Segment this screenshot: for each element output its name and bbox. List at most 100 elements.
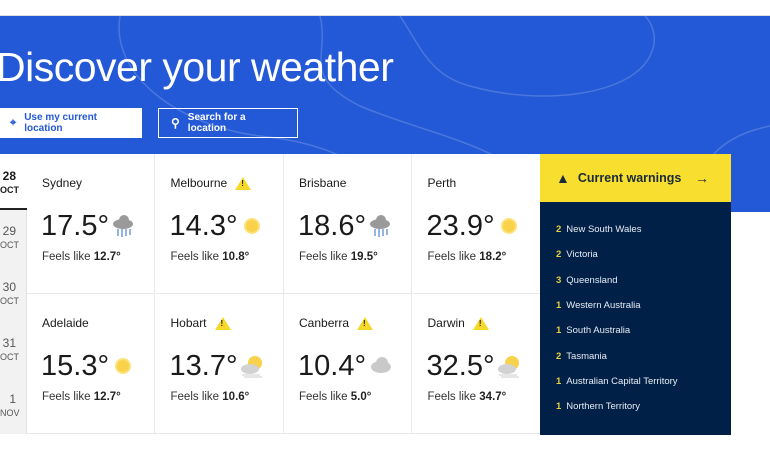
state-name: Western Australia — [566, 299, 641, 311]
city-card[interactable]: Canberra 10.4° Feels like 5.0° — [284, 294, 412, 434]
date-tab[interactable]: 30 OCT — [0, 280, 27, 306]
state-name: Tasmania — [566, 350, 607, 362]
sun-icon — [115, 358, 131, 374]
warning-count: 3 — [556, 274, 562, 286]
search-location-button[interactable]: ⚲ Search for a location — [158, 108, 298, 138]
date-selector: 28 OCT 29 OCT 30 OCT 31 OCT 1 NOV — [0, 154, 27, 434]
city-name: Melbourne — [170, 176, 228, 190]
date-day: 1 — [9, 392, 16, 406]
feels-like-value: 19.5° — [350, 251, 378, 263]
use-location-label: Use my current location — [24, 112, 98, 134]
warning-count: 1 — [556, 375, 562, 387]
city-name: Darwin — [427, 316, 465, 330]
search-icon: ⚲ — [171, 116, 180, 130]
warnings-title: Current warnings — [577, 171, 682, 185]
search-label: Search for a location — [187, 112, 246, 134]
warning-state-link[interactable]: 3 Queensland — [556, 275, 618, 286]
temperature: 32.5° — [426, 350, 495, 382]
city-card[interactable]: Adelaide 15.3° Feels like 12.7° — [27, 294, 155, 434]
temperature: 23.9° — [426, 210, 495, 242]
feels-like-value: 12.7° — [93, 251, 121, 263]
warning-icon: ▲ — [556, 170, 570, 186]
date-day: 31 — [2, 336, 16, 350]
warning-count: 2 — [556, 350, 562, 362]
city-name: Adelaide — [42, 316, 89, 330]
warning-state-link[interactable]: 1 South Australia — [556, 325, 630, 336]
temperature: 17.5° — [41, 210, 110, 242]
feels-like-label: Feels like — [299, 391, 348, 403]
sun-icon — [500, 218, 517, 234]
state-name: Victoria — [566, 249, 598, 261]
top-nav-bar — [0, 0, 770, 16]
arrow-right-icon: → — [695, 170, 709, 186]
city-name: Canberra — [299, 316, 350, 330]
warning-count: 2 — [556, 249, 562, 261]
date-tab[interactable]: 28 OCT — [0, 154, 27, 210]
feels-like-value: 12.7° — [93, 391, 121, 403]
city-weather-grid: Sydney 17.5° Feels like 12.7°Melbourne 1… — [27, 154, 541, 434]
warning-state-link[interactable]: 1 Australian Capital Territory — [556, 376, 678, 387]
warning-count: 1 — [556, 299, 562, 311]
feels-like-label: Feels like — [42, 251, 91, 263]
feels-like-value: 10.8° — [222, 251, 250, 263]
temperature: 10.4° — [298, 350, 367, 382]
city-name: Perth — [427, 176, 457, 190]
warning-state-link[interactable]: 2 Tasmania — [556, 351, 607, 362]
feels-like: Feels like 18.2° — [428, 251, 507, 263]
warning-icon — [357, 316, 374, 330]
rain-icon — [370, 215, 390, 237]
warning-icon — [214, 316, 231, 330]
rain-icon — [113, 215, 133, 237]
feels-like-label: Feels like — [427, 391, 477, 403]
city-name: Brisbane — [299, 176, 347, 190]
feels-like: Feels like 12.7° — [42, 391, 121, 403]
feels-like-label: Feels like — [170, 391, 220, 403]
feels-like: Feels like 10.8° — [171, 251, 250, 263]
warning-count: 1 — [556, 325, 562, 337]
warning-state-link[interactable]: 1 Northern Territory — [556, 401, 640, 412]
city-card[interactable]: Sydney 17.5° Feels like 12.7° — [27, 154, 155, 294]
date-day: 29 — [2, 224, 16, 238]
date-month: OCT — [0, 352, 19, 362]
partly-cloudy-icon — [497, 356, 519, 378]
feels-like-value: 34.7° — [479, 391, 507, 403]
city-card[interactable]: Darwin 32.5° Feels like 34.7° — [412, 294, 541, 434]
feels-like-value: 5.0° — [350, 391, 372, 403]
feels-like-label: Feels like — [299, 251, 348, 263]
temperature: 18.6° — [298, 210, 367, 242]
feels-like: Feels like 34.7° — [428, 391, 507, 403]
sun-icon — [243, 218, 260, 234]
feels-like: Feels like 10.6° — [171, 391, 250, 403]
partly-cloudy-icon — [240, 356, 262, 378]
city-card[interactable]: Brisbane 18.6° Feels like 19.5° — [284, 154, 412, 294]
page-title: Discover your weather — [0, 44, 394, 90]
temperature: 15.3° — [41, 350, 110, 382]
use-current-location-button[interactable]: ⌖ Use my current location — [0, 108, 142, 138]
city-name: Hobart — [170, 316, 207, 330]
feels-like: Feels like 12.7° — [42, 251, 121, 263]
date-day: 30 — [2, 280, 16, 294]
crosshair-icon: ⌖ — [10, 116, 17, 129]
state-name: Australian Capital Territory — [566, 375, 678, 387]
current-warnings-panel: ▲ Current warnings → 2 New South Wales 2 Vi… — [540, 154, 731, 435]
current-warnings-link[interactable]: ▲ Current warnings → — [540, 154, 731, 202]
city-card[interactable]: Melbourne 14.3° Feels like 10.8° — [155, 154, 284, 294]
city-card[interactable]: Perth 23.9° Feels like 18.2° — [412, 154, 541, 294]
date-tab[interactable]: 29 OCT — [0, 224, 27, 250]
state-name: Queensland — [566, 274, 618, 286]
warning-count: 1 — [556, 401, 562, 413]
city-card[interactable]: Hobart 13.7° Feels like 10.6° — [155, 294, 284, 434]
date-tab[interactable]: 1 NOV — [0, 392, 27, 418]
warning-state-link[interactable]: 2 Victoria — [556, 249, 598, 260]
feels-like-label: Feels like — [42, 391, 91, 403]
city-name: Sydney — [42, 176, 83, 190]
cloud-icon — [371, 357, 391, 373]
warning-state-link[interactable]: 2 New South Wales — [556, 224, 641, 235]
date-tab[interactable]: 31 OCT — [0, 336, 27, 362]
feels-like-label: Feels like — [427, 251, 477, 263]
feels-like: Feels like 5.0° — [299, 391, 371, 403]
feels-like-value: 18.2° — [479, 251, 507, 263]
feels-like: Feels like 19.5° — [299, 251, 378, 263]
temperature: 14.3° — [169, 210, 238, 242]
warning-state-link[interactable]: 1 Western Australia — [556, 300, 641, 311]
